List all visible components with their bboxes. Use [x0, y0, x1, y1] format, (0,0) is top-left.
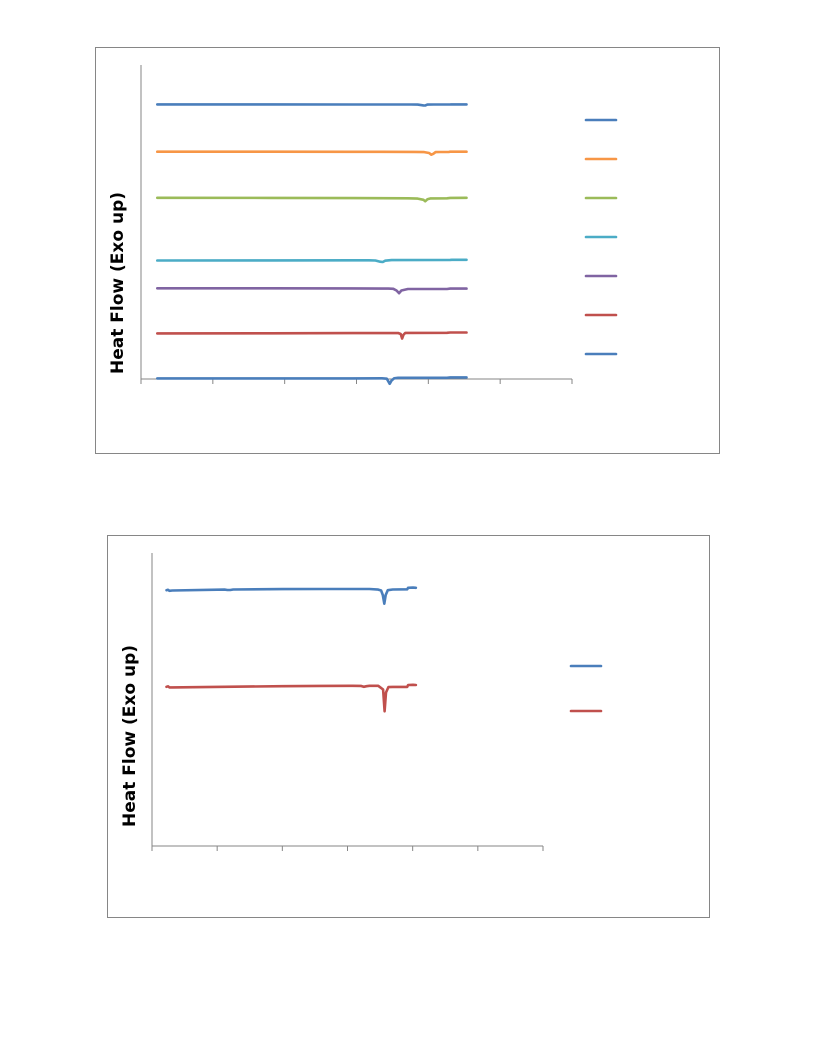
chart-2-y-axis-label: Heat Flow (Exo up) — [120, 645, 140, 827]
series-line-7 — [156, 376, 468, 386]
series-line-2 — [165, 683, 418, 713]
chart-1-y-axis-label: Heat Flow (Exo up) — [108, 192, 128, 374]
chart-2: Heat Flow (Exo up) — [107, 535, 710, 918]
series-line-2 — [156, 150, 468, 156]
series-line-1 — [156, 103, 468, 107]
chart-1: Heat Flow (Exo up) — [95, 47, 720, 454]
series-line-1 — [165, 586, 418, 605]
series-line-5 — [156, 287, 468, 295]
chart-2-axes — [151, 553, 544, 851]
series-line-4 — [156, 258, 468, 264]
series-line-3 — [156, 196, 468, 203]
chart-1-axes — [140, 65, 573, 384]
series-line-6 — [156, 331, 468, 340]
chart-1-svg: Heat Flow (Exo up) — [108, 65, 618, 386]
chart-2-svg: Heat Flow (Exo up) — [120, 553, 603, 851]
